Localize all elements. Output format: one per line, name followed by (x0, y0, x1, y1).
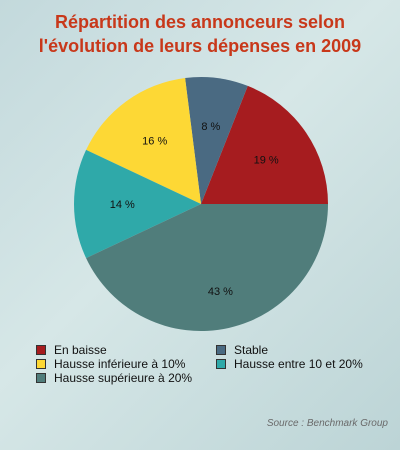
legend-row: Hausse inférieure à 10% Hausse entre 10 … (36, 357, 396, 371)
pie-chart: 19 % 8 % 16 % 14 % 43 % (73, 77, 328, 331)
pie-slice (201, 85, 328, 204)
pie-slice (86, 78, 201, 204)
legend-label-hausse-sup-20: Hausse supérieure à 20% (54, 370, 193, 385)
legend-item-en-baisse: En baisse (36, 343, 216, 357)
pie-slice-label: 8 % (201, 121, 220, 133)
legend-swatch-hausse-sup-20 (36, 373, 46, 383)
pie-slice-label: 19 % (254, 155, 279, 167)
legend-swatch-hausse-inf-10 (36, 359, 46, 369)
legend-swatch-hausse-10-20 (216, 359, 226, 369)
legend-swatch-stable (216, 345, 226, 355)
legend-item-hausse-inf-10: Hausse inférieure à 10% (36, 357, 216, 371)
pie-slice (86, 204, 328, 331)
legend-row: Hausse supérieure à 20% (36, 371, 396, 385)
pie-slice-label: 14 % (110, 199, 135, 211)
pie-slice-label: 16 % (142, 135, 167, 147)
legend-label-en-baisse: En baisse (54, 342, 107, 357)
pie-slice-label: 43 % (208, 286, 233, 298)
legend-label-hausse-inf-10: Hausse inférieure à 10% (54, 356, 186, 371)
legend-item-hausse-sup-20: Hausse supérieure à 20% (36, 371, 216, 385)
legend-label-stable: Stable (234, 342, 269, 357)
legend-item-hausse-10-20: Hausse entre 10 et 20% (216, 357, 363, 371)
chart-title-line2: l'évolution de leurs dépenses en 2009 (38, 36, 362, 56)
chart-legend: En baisse Stable Hausse inférieure à 10%… (36, 343, 396, 385)
pie-slice (185, 77, 248, 204)
chart-title-line1: Répartition des annonceurs selon (54, 12, 346, 32)
legend-row: En baisse Stable (36, 343, 396, 357)
pie-slice (73, 149, 201, 259)
legend-item-stable: Stable (216, 343, 268, 357)
legend-label-hausse-10-20: Hausse entre 10 et 20% (234, 356, 363, 371)
source-note: Source : Benchmark Group (266, 418, 388, 429)
legend-swatch-en-baisse (36, 345, 46, 355)
chart-title: Répartition des annonceurs selon l'évolu… (0, 10, 400, 58)
